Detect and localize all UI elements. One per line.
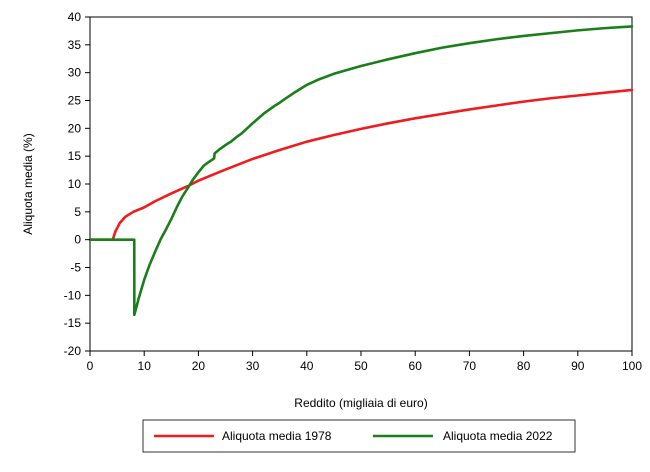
x-tick-label: 40 — [300, 359, 314, 373]
y-tick-label: 10 — [68, 177, 82, 191]
y-tick-label: 15 — [68, 149, 82, 163]
y-tick-label: 25 — [68, 94, 82, 108]
x-axis-title: Reddito (migliaia di euro) — [294, 396, 427, 410]
legend-label-1978: Aliquota media 1978 — [222, 429, 332, 443]
y-tick-label: 5 — [74, 205, 81, 219]
x-tick-label: 60 — [409, 359, 423, 373]
y-tick-label: 20 — [68, 121, 82, 135]
x-tick-label: 10 — [138, 359, 152, 373]
x-tick-label: 30 — [246, 359, 260, 373]
series-line-1978 — [88, 88, 634, 241]
plot-frame — [89, 16, 633, 352]
y-tick-label: -15 — [64, 316, 82, 330]
legend-frame — [142, 419, 576, 453]
x-tick-label: 20 — [192, 359, 206, 373]
series-line-2022 — [88, 25, 634, 317]
legend-label-2022: Aliquota media 2022 — [443, 429, 553, 443]
legend: Aliquota media 1978 Aliquota media 2022 — [142, 419, 576, 453]
x-tick-label: 80 — [517, 359, 531, 373]
x-tick-label: 70 — [463, 359, 477, 373]
x-tick-label: 100 — [622, 359, 642, 373]
y-tick-label: -20 — [64, 344, 82, 358]
x-tick-label: 50 — [354, 359, 368, 373]
y-axis-title: Aliquota media (%) — [21, 133, 35, 234]
axes-layer: 0 10 20 30 40 50 60 70 80 90 100 -20 -15 -10 -5 0 5 10 15 2… — [64, 10, 643, 373]
x-tick-label: 0 — [87, 359, 94, 373]
y-tick-label: 0 — [74, 233, 81, 247]
y-tick-label: 30 — [68, 66, 82, 80]
y-tick-label: -5 — [70, 261, 81, 275]
y-tick-label: -10 — [64, 288, 82, 302]
x-tick-label: 90 — [571, 359, 585, 373]
series-layer — [88, 25, 634, 317]
y-tick-label: 35 — [68, 38, 82, 52]
plot-area — [89, 16, 633, 352]
y-tick-label: 40 — [68, 10, 82, 24]
